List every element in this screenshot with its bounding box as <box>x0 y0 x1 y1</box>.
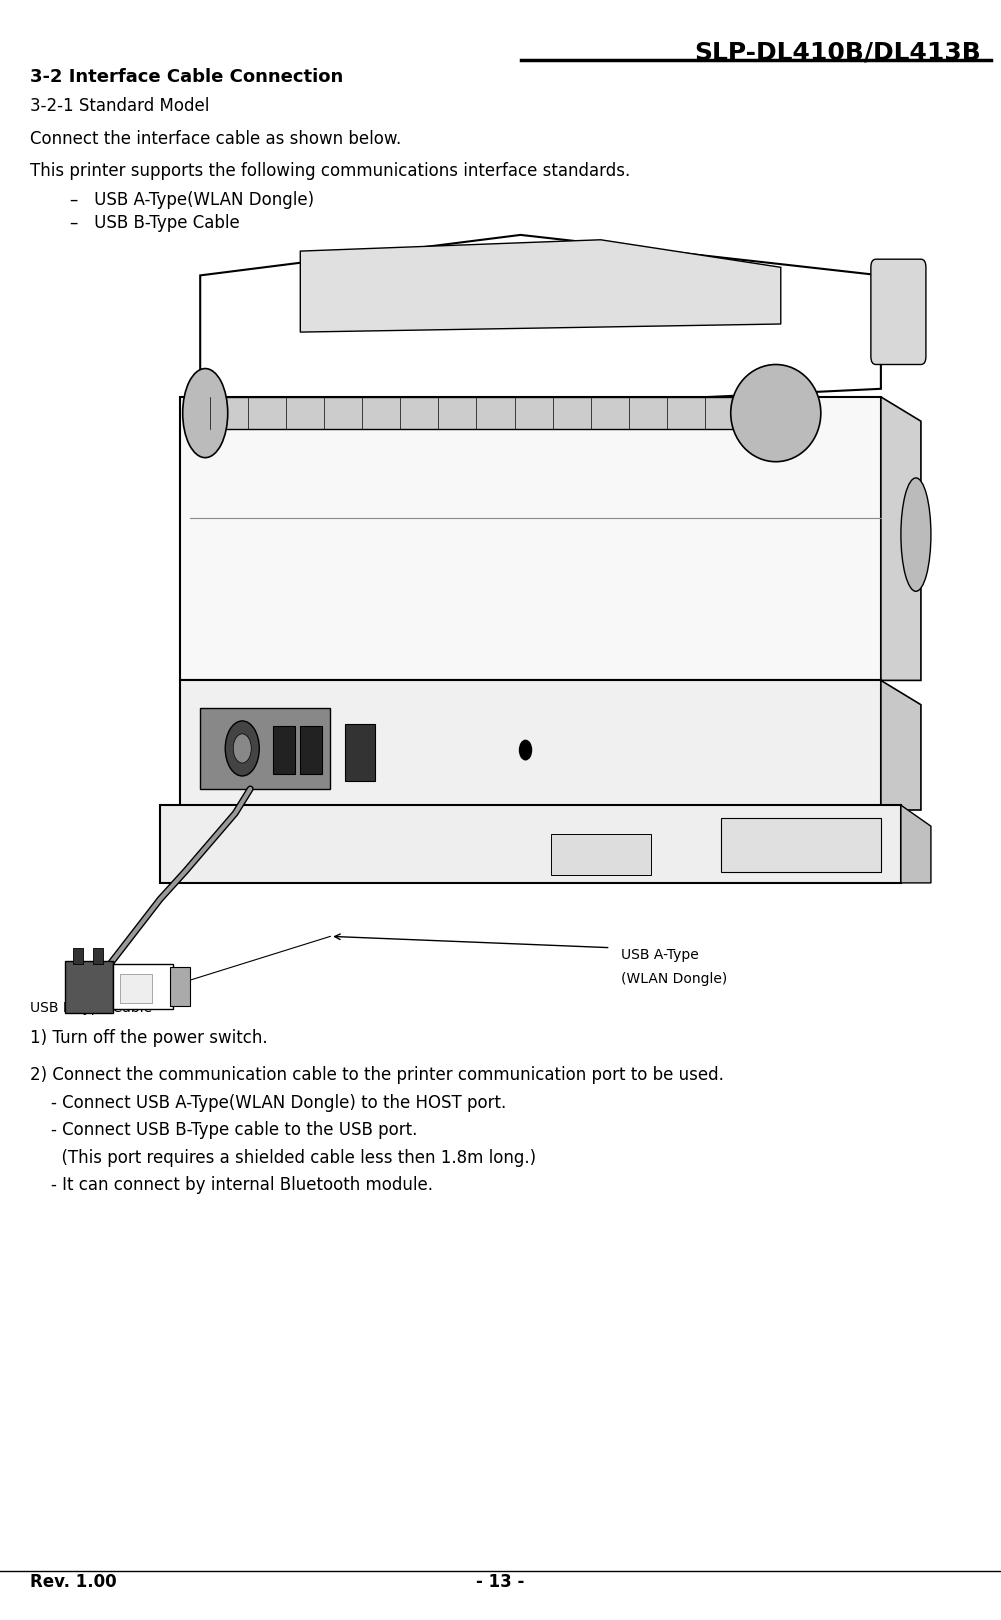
Text: –   USB A-Type(WLAN Dongle): – USB A-Type(WLAN Dongle) <box>70 191 314 209</box>
Circle shape <box>233 734 251 763</box>
Ellipse shape <box>182 369 227 457</box>
Bar <box>120 974 152 1003</box>
Text: This printer supports the following communications interface standards.: This printer supports the following comm… <box>30 162 631 180</box>
Bar <box>721 818 881 872</box>
Text: - 13 -: - 13 - <box>476 1573 525 1591</box>
Bar <box>73 948 83 964</box>
Bar <box>200 708 330 789</box>
Bar <box>551 834 651 875</box>
Text: Connect the interface cable as shown below.: Connect the interface cable as shown bel… <box>30 130 401 147</box>
Polygon shape <box>881 680 921 810</box>
Polygon shape <box>901 805 931 883</box>
Ellipse shape <box>901 478 931 591</box>
Text: (This port requires a shielded cable less then 1.8m long.): (This port requires a shielded cable les… <box>30 1149 537 1166</box>
FancyBboxPatch shape <box>180 397 881 680</box>
Text: 3-2-1 Standard Model: 3-2-1 Standard Model <box>30 97 209 115</box>
Circle shape <box>520 740 532 760</box>
Text: - Connect USB A-Type(WLAN Dongle) to the HOST port.: - Connect USB A-Type(WLAN Dongle) to the… <box>30 1094 507 1111</box>
Text: SLP-DL410B/DL413B: SLP-DL410B/DL413B <box>695 40 981 65</box>
Bar <box>170 967 190 1006</box>
Circle shape <box>225 721 259 776</box>
Bar <box>65 961 113 1012</box>
Bar <box>345 724 375 781</box>
Text: 2) Connect the communication cable to the printer communication port to be used.: 2) Connect the communication cable to th… <box>30 1066 724 1084</box>
Ellipse shape <box>731 364 821 462</box>
FancyBboxPatch shape <box>871 259 926 364</box>
Text: - Connect USB B-Type cable to the USB port.: - Connect USB B-Type cable to the USB po… <box>30 1121 417 1139</box>
Text: 1) Turn off the power switch.: 1) Turn off the power switch. <box>30 1029 267 1047</box>
Text: USB B-Type Cable: USB B-Type Cable <box>30 1001 152 1016</box>
Polygon shape <box>881 397 921 680</box>
Bar <box>300 726 322 774</box>
Polygon shape <box>300 240 781 332</box>
Bar <box>93 948 103 964</box>
Text: 3-2 Interface Cable Connection: 3-2 Interface Cable Connection <box>30 68 343 86</box>
Bar <box>190 397 761 429</box>
Bar <box>113 964 173 1009</box>
Text: - It can connect by internal Bluetooth module.: - It can connect by internal Bluetooth m… <box>30 1176 433 1194</box>
Text: USB A-Type: USB A-Type <box>621 948 699 962</box>
Bar <box>273 726 295 774</box>
Text: Rev. 1.00: Rev. 1.00 <box>30 1573 117 1591</box>
Text: (WLAN Dongle): (WLAN Dongle) <box>621 972 727 987</box>
Bar <box>180 680 881 810</box>
Text: –   USB B-Type Cable: – USB B-Type Cable <box>70 214 240 232</box>
FancyBboxPatch shape <box>160 805 901 883</box>
